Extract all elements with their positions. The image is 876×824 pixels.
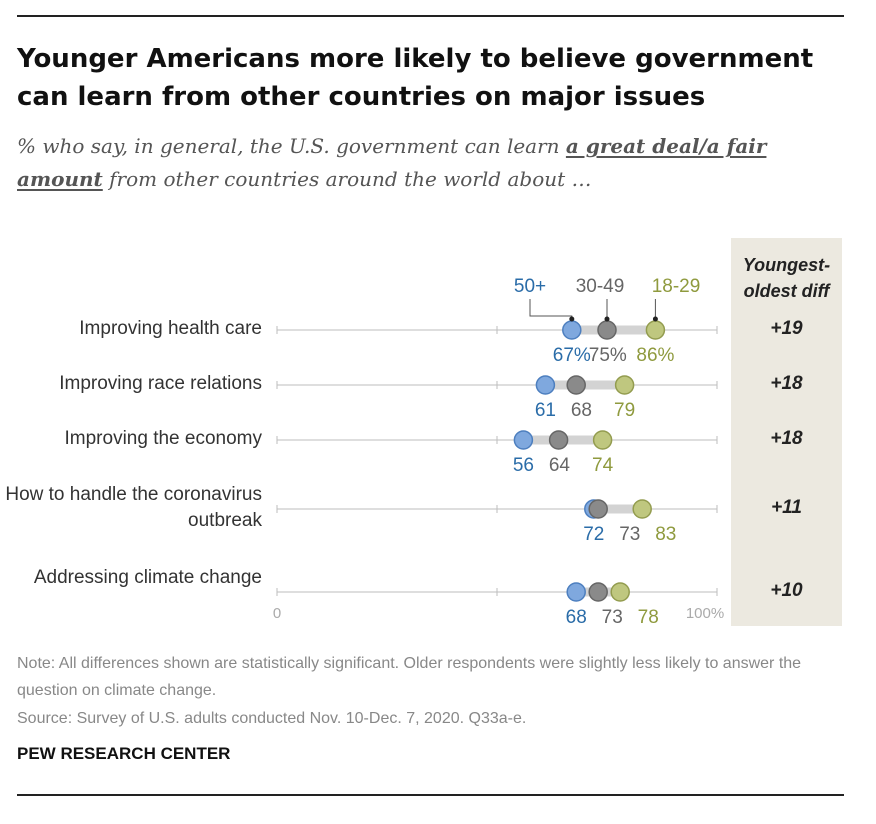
row-label-economy: Improving the economy bbox=[64, 428, 263, 449]
diff-value-race-relations: +18 bbox=[770, 373, 803, 394]
dot-50+ bbox=[513, 430, 534, 450]
dot-30-49 bbox=[597, 320, 617, 340]
value-label: 56 bbox=[513, 455, 534, 476]
chart-subtitle: % who say, in general, the U.S. governme… bbox=[17, 130, 857, 196]
chart-title: Younger Americans more likely to believe… bbox=[17, 44, 814, 112]
legend-anchor bbox=[569, 316, 575, 322]
value-label: 72 bbox=[583, 524, 604, 545]
value-label: 74 bbox=[592, 455, 614, 476]
value-label: 68 bbox=[566, 607, 587, 628]
chart-source: Source: Survey of U.S. adults conducted … bbox=[17, 710, 527, 727]
legend-label: 18-29 bbox=[652, 276, 701, 297]
value-label: 61 bbox=[535, 400, 556, 421]
value-label: 75% bbox=[589, 345, 627, 366]
row-label-health-care: Improving health care bbox=[79, 318, 262, 339]
legend-anchor bbox=[604, 316, 610, 322]
diff-value-health-care: +19 bbox=[770, 318, 803, 339]
top-rule bbox=[17, 15, 844, 17]
diff-value-coronavirus: +11 bbox=[771, 497, 802, 518]
value-label: 78 bbox=[638, 607, 659, 628]
dot-30-49 bbox=[588, 582, 608, 602]
diff-column-header: Youngest-oldest diff bbox=[742, 255, 831, 301]
chart-note: Note: All differences shown are statisti… bbox=[17, 655, 802, 699]
row-label-climate: Addressing climate change bbox=[33, 567, 262, 588]
value-label: 73 bbox=[602, 607, 623, 628]
dot-18-29 bbox=[645, 320, 666, 340]
organization-name: PEW RESEARCH CENTER bbox=[17, 744, 231, 763]
dot-50+ bbox=[566, 582, 586, 602]
row-label-coronavirus: How to handle the coronavirus outbreak bbox=[5, 484, 262, 531]
dot-30-49 bbox=[548, 430, 569, 450]
value-label: 79 bbox=[614, 400, 635, 421]
value-label: 83 bbox=[655, 524, 676, 545]
value-label: 68 bbox=[571, 400, 592, 421]
legend-label: 50+ bbox=[514, 276, 546, 297]
diff-value-economy: +18 bbox=[770, 428, 803, 449]
dot-plot: 67%75% 86% 61 68 79 56 64 74 72 73 83 68 73 78 50+ 30-4… bbox=[273, 276, 724, 628]
dot-30-49 bbox=[588, 499, 608, 519]
subtitle-tail: from other countries around the world ab… bbox=[102, 167, 592, 191]
dot-18-29 bbox=[610, 582, 630, 602]
diff-column-background bbox=[731, 238, 842, 626]
row-label-race-relations: Improving race relations bbox=[59, 373, 262, 394]
subtitle-lead: % who say, in general, the U.S. governme… bbox=[17, 134, 566, 158]
subtitle-emphasis: a great deal/a fair amount bbox=[17, 134, 767, 191]
legend-anchor bbox=[652, 316, 658, 322]
dot-30-49 bbox=[566, 375, 586, 395]
value-label: 67% bbox=[553, 345, 591, 366]
legend-leader bbox=[529, 299, 573, 321]
legend-label: 30-49 bbox=[576, 276, 625, 297]
x-tick-label: 100% bbox=[686, 605, 724, 622]
dot-18-29 bbox=[614, 375, 635, 395]
dot-50+ bbox=[562, 320, 582, 340]
value-label: 86% bbox=[636, 345, 674, 366]
dot-18-29 bbox=[632, 499, 652, 519]
dot-18-29 bbox=[592, 430, 613, 450]
value-label: 64 bbox=[549, 455, 571, 476]
dot-50+ bbox=[535, 375, 556, 395]
x-tick-label: 0 bbox=[273, 605, 281, 622]
value-label: 73 bbox=[619, 524, 640, 545]
bottom-rule bbox=[17, 794, 844, 796]
diff-value-climate: +10 bbox=[770, 580, 803, 601]
